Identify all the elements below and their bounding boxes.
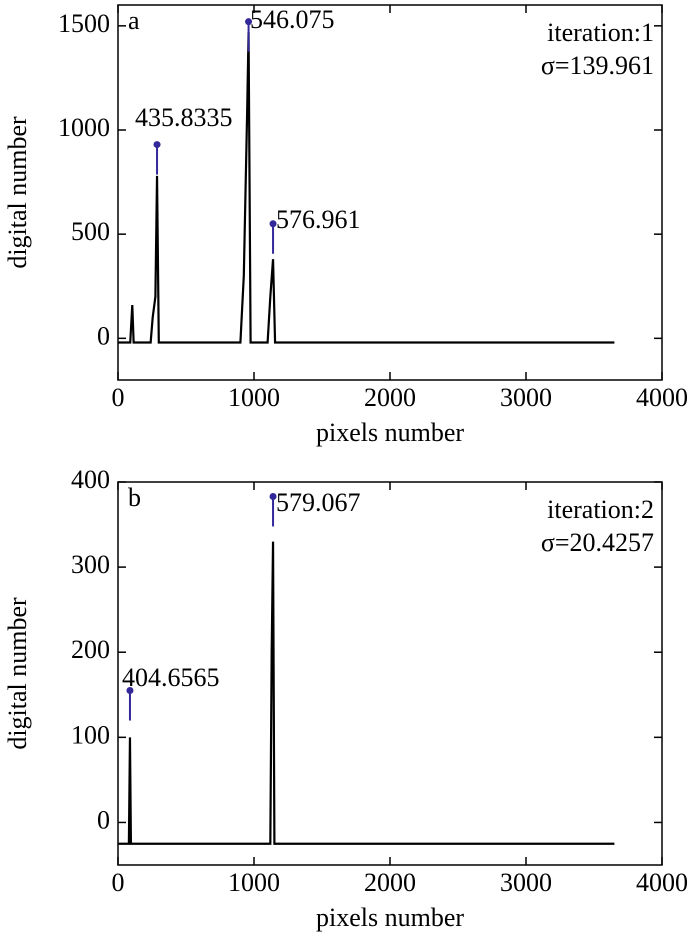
x-tick-label: 4000: [636, 868, 688, 897]
peak-label: 576.961: [276, 205, 361, 234]
panel-label: a: [128, 6, 140, 35]
data-line: [118, 541, 615, 845]
peak-label: 404.6565: [122, 663, 220, 692]
x-tick-label: 0: [112, 383, 125, 412]
y-tick-label: 100: [71, 720, 110, 749]
annotation: iteration:1: [547, 18, 654, 47]
x-tick-label: 1000: [228, 868, 280, 897]
y-tick-label: 300: [71, 550, 110, 579]
peak-marker: [153, 141, 161, 149]
peak-label: 435.8335: [135, 103, 233, 132]
y-tick-label: 0: [97, 805, 110, 834]
annotation: σ=139.961: [541, 51, 654, 80]
x-tick-label: 0: [112, 868, 125, 897]
y-axis-title: digital number: [3, 116, 32, 269]
y-tick-label: 1500: [58, 9, 110, 38]
y-tick-label: 400: [71, 465, 110, 494]
y-tick-label: 0: [97, 321, 110, 350]
x-axis-title: pixels number: [316, 903, 464, 932]
y-axis-title: digital number: [3, 597, 32, 750]
y-tick-label: 200: [71, 635, 110, 664]
x-tick-label: 2000: [364, 383, 416, 412]
annotation: σ=20.4257: [541, 528, 654, 557]
peak-label: 546.075: [250, 5, 335, 34]
x-tick-label: 4000: [636, 383, 688, 412]
x-tick-label: 3000: [500, 868, 552, 897]
y-tick-label: 1000: [58, 113, 110, 142]
peak-marker: [126, 687, 134, 695]
annotation: iteration:2: [547, 495, 654, 524]
y-tick-label: 500: [71, 217, 110, 246]
x-tick-label: 2000: [364, 868, 416, 897]
peak-marker: [269, 220, 277, 228]
x-tick-label: 3000: [500, 383, 552, 412]
x-tick-label: 1000: [228, 383, 280, 412]
peak-label: 579.067: [276, 488, 361, 517]
panel-label: b: [128, 483, 141, 512]
data-line: [118, 32, 615, 344]
x-axis-title: pixels number: [316, 418, 464, 447]
peak-marker: [269, 492, 277, 500]
peak-marker: [245, 18, 253, 26]
